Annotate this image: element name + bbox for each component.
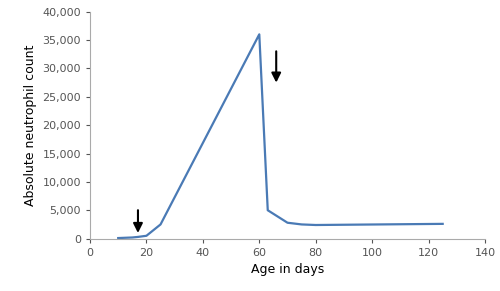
X-axis label: Age in days: Age in days — [251, 263, 324, 276]
Y-axis label: Absolute neutrophil count: Absolute neutrophil count — [24, 45, 37, 206]
